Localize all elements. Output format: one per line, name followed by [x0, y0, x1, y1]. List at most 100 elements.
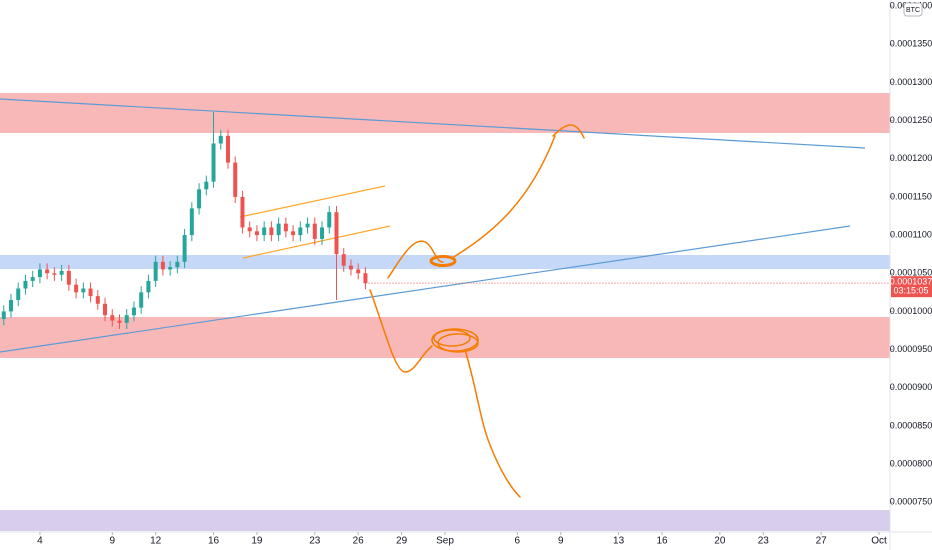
y-tick-label: 0.0000950 [890, 344, 932, 354]
x-tick-label: 9 [558, 536, 564, 547]
candle-body [218, 135, 223, 144]
candle-body [37, 269, 42, 278]
candle-body [81, 288, 86, 293]
candle-body [276, 223, 281, 236]
x-tick-label: 12 [150, 536, 162, 547]
x-tick-label: 16 [208, 536, 220, 547]
x-tick-label: 9 [109, 536, 115, 547]
currency-badge [903, 2, 923, 17]
candle-body [298, 227, 303, 236]
trend-line [0, 225, 851, 353]
candle-body [117, 320, 122, 323]
y-tick-label: 0.0001150 [890, 191, 932, 201]
y-tick-label: 0.0001300 [890, 77, 932, 87]
candle-body [103, 303, 108, 316]
candle-body [160, 261, 165, 270]
scribble [431, 328, 479, 352]
scribble [429, 255, 457, 267]
candle-body [124, 315, 129, 323]
candles [1, 112, 368, 329]
candle-body [327, 212, 332, 228]
path-up [552, 124, 585, 139]
candle-body [204, 181, 209, 190]
candle-body [320, 227, 325, 239]
path-down [369, 289, 433, 373]
y-tick-label: 0.0001200 [890, 153, 932, 163]
x-tick-label: 27 [816, 536, 828, 547]
candle-body [168, 267, 173, 270]
candle-body [66, 270, 71, 285]
channel-line [242, 225, 391, 259]
candle-body [197, 189, 202, 209]
candle-body [8, 299, 13, 312]
candle-body [74, 284, 79, 293]
candle-body [269, 227, 274, 236]
x-tick-label: Oct [871, 536, 887, 547]
countdown-label: 03:15:05 [893, 286, 928, 296]
x-tick-label: 6 [515, 536, 521, 547]
pivot-zone [0, 255, 890, 269]
candle-body [16, 288, 21, 300]
candle-body [182, 235, 187, 262]
candle-body [153, 261, 158, 281]
candle-body [312, 223, 317, 239]
candle-body [363, 273, 368, 284]
candle-body [146, 280, 151, 293]
currency: BTC [906, 7, 920, 14]
candle-body [110, 315, 115, 321]
y-tick-label: 0.0000850 [890, 420, 932, 430]
y-tick-label: 0.0001100 [890, 229, 932, 239]
candle-body [211, 143, 216, 182]
candle-body [233, 162, 238, 197]
candle-body [262, 227, 267, 236]
candle-body [59, 270, 64, 275]
candle-body [291, 231, 296, 236]
candle-body [95, 296, 100, 304]
candle-body [45, 269, 50, 274]
candle-body [175, 261, 180, 268]
candle-body [348, 265, 353, 270]
candle-body [254, 231, 259, 236]
price-axis [890, 0, 932, 550]
target-zone [0, 510, 890, 531]
candle-body [356, 269, 361, 274]
x-tick-label: 13 [613, 536, 625, 547]
candle-body [334, 212, 339, 255]
candle-body [240, 196, 245, 228]
last-price-tag [891, 276, 932, 298]
candle-body [1, 311, 6, 320]
candle-body [305, 223, 310, 228]
x-tick-label: 23 [758, 536, 770, 547]
path-down [464, 349, 521, 498]
x-tick-label: 19 [251, 536, 263, 547]
candle-body [225, 135, 230, 163]
candle-body [131, 307, 136, 316]
last-price-label: 0.0001037 [890, 277, 932, 287]
resistance-zone [0, 93, 890, 133]
candle-body [189, 208, 194, 236]
candle-body [30, 277, 35, 281]
support-zone [0, 317, 890, 358]
y-tick-label: 0.0000750 [890, 497, 932, 507]
candle-body [23, 280, 28, 289]
path-up [451, 135, 556, 259]
x-tick-label: 26 [353, 536, 365, 547]
candle-body [139, 292, 144, 308]
y-tick-label: 0.0001350 [890, 39, 932, 49]
candle-body [283, 223, 288, 232]
y-tick-label: 0.0000800 [890, 458, 932, 468]
scenario-drawing [369, 124, 585, 498]
y-tick-label: 0.0001250 [890, 115, 932, 125]
x-tick-label: 29 [396, 536, 408, 547]
x-tick-label: Sep [436, 536, 454, 547]
candle-body [52, 273, 57, 275]
x-tick-label: 4 [37, 536, 43, 547]
channel-line [239, 185, 386, 218]
trend-line [0, 98, 866, 149]
candle-body [88, 288, 93, 297]
x-tick-label: 23 [309, 536, 321, 547]
path-up [387, 240, 444, 279]
candle-body [247, 227, 252, 232]
